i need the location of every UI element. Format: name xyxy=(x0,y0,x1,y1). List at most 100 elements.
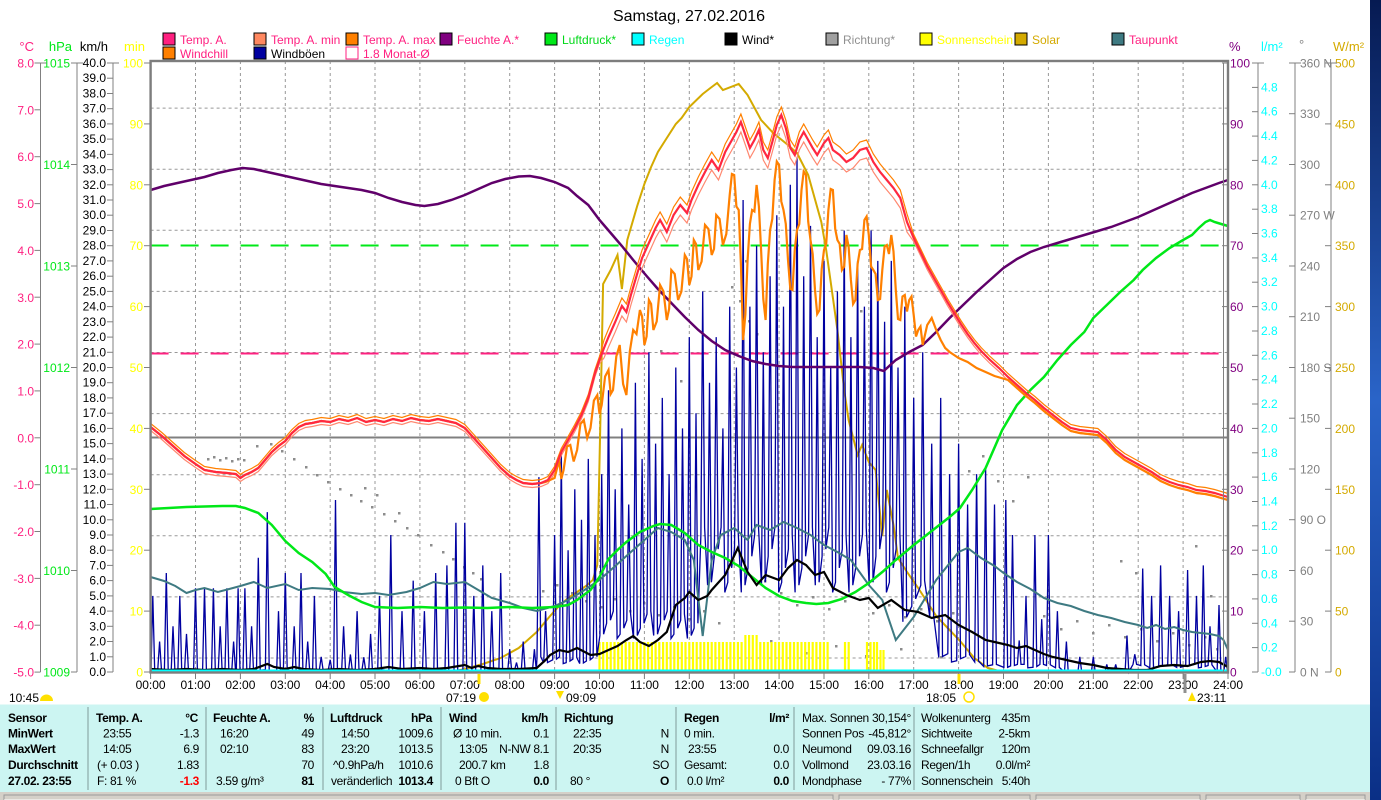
svg-text:4.2: 4.2 xyxy=(1261,153,1278,167)
svg-text:450: 450 xyxy=(1335,117,1355,131)
svg-text:20:35: 20:35 xyxy=(573,742,602,756)
svg-text:Windböen: Windböen xyxy=(271,47,325,61)
svg-text:W/m²: W/m² xyxy=(1333,39,1365,54)
svg-text:18.0: 18.0 xyxy=(83,391,107,405)
svg-text:11:00: 11:00 xyxy=(630,678,659,692)
svg-text:1.0: 1.0 xyxy=(1261,543,1278,557)
svg-text:300: 300 xyxy=(1300,158,1320,172)
svg-text:Gesamt:: Gesamt: xyxy=(684,758,727,772)
svg-text:50: 50 xyxy=(1335,605,1349,619)
svg-text:°C: °C xyxy=(19,39,34,54)
svg-text:16.0: 16.0 xyxy=(83,421,107,435)
svg-text:05:00: 05:00 xyxy=(360,678,390,692)
svg-text:13.0: 13.0 xyxy=(83,467,107,481)
svg-text:1012: 1012 xyxy=(43,361,70,375)
svg-text:l/m²: l/m² xyxy=(769,711,789,725)
svg-text:30: 30 xyxy=(130,483,144,497)
svg-text:13:05: 13:05 xyxy=(459,742,488,756)
svg-text:4.0: 4.0 xyxy=(1261,178,1278,192)
svg-text:23:55: 23:55 xyxy=(688,742,717,756)
svg-text:24.0: 24.0 xyxy=(83,300,107,314)
svg-text:Solar: Solar xyxy=(1032,33,1060,47)
svg-text:3.0: 3.0 xyxy=(17,291,34,305)
svg-text:2.0: 2.0 xyxy=(89,635,106,649)
svg-text:1.8 Monat-Ø: 1.8 Monat-Ø xyxy=(363,47,430,61)
svg-text:Sonnen Pos: Sonnen Pos xyxy=(802,727,864,741)
svg-text:22:00: 22:00 xyxy=(1123,678,1153,692)
svg-text:°C: °C xyxy=(185,711,198,725)
svg-text:25.0: 25.0 xyxy=(83,284,107,298)
svg-text:80 °: 80 ° xyxy=(570,774,591,788)
svg-text:-2.0: -2.0 xyxy=(13,525,34,539)
svg-text:13:00: 13:00 xyxy=(719,678,749,692)
svg-text:100: 100 xyxy=(123,57,143,71)
svg-text:0 N: 0 N xyxy=(1300,666,1319,680)
svg-text:1013: 1013 xyxy=(43,260,70,274)
svg-text:04:00: 04:00 xyxy=(315,678,345,692)
svg-text:1.4: 1.4 xyxy=(1261,495,1278,509)
svg-text:3.4: 3.4 xyxy=(1261,251,1278,265)
svg-text:Mondphase: Mondphase xyxy=(802,774,862,788)
svg-text:Taupunkt: Taupunkt xyxy=(1129,33,1178,47)
svg-text:l/m²: l/m² xyxy=(1261,39,1283,54)
svg-text:O: O xyxy=(660,774,669,788)
svg-text:1.8: 1.8 xyxy=(533,758,549,772)
svg-text:32.0: 32.0 xyxy=(83,178,107,192)
svg-text:16:20: 16:20 xyxy=(220,727,249,741)
svg-text:0 min.: 0 min. xyxy=(684,727,715,741)
svg-text:5.0: 5.0 xyxy=(89,589,106,603)
svg-text:23:11: 23:11 xyxy=(1197,691,1226,705)
svg-text:N: N xyxy=(661,727,669,741)
svg-text:hPa: hPa xyxy=(49,39,73,54)
svg-text:10: 10 xyxy=(1230,605,1244,619)
svg-text:0 Bft O: 0 Bft O xyxy=(455,774,490,788)
svg-text:300: 300 xyxy=(1335,300,1355,314)
svg-text:70: 70 xyxy=(301,758,314,772)
svg-text:1.0: 1.0 xyxy=(89,650,106,664)
svg-text:%: % xyxy=(1229,39,1241,54)
svg-text:0.0l/m²: 0.0l/m² xyxy=(996,758,1031,772)
svg-text:3.0: 3.0 xyxy=(89,619,106,633)
svg-text:8.0: 8.0 xyxy=(89,543,106,557)
svg-text:Ø 10 min.: Ø 10 min. xyxy=(453,727,502,741)
svg-text:12:00: 12:00 xyxy=(674,678,704,692)
svg-text:1011: 1011 xyxy=(44,463,70,477)
svg-text:50: 50 xyxy=(130,361,144,375)
svg-text:6.0: 6.0 xyxy=(17,150,34,164)
svg-text:330: 330 xyxy=(1300,107,1320,121)
svg-text:2.0: 2.0 xyxy=(17,338,34,352)
svg-text:4.4: 4.4 xyxy=(1261,129,1278,143)
svg-text:Sensor: Sensor xyxy=(8,711,47,725)
svg-text:Temp. A.: Temp. A. xyxy=(180,33,227,47)
svg-text:20.0: 20.0 xyxy=(83,361,107,375)
svg-text:5:40h: 5:40h xyxy=(1002,774,1030,788)
svg-text:-1.3: -1.3 xyxy=(180,727,200,741)
svg-text:Wind: Wind xyxy=(449,711,477,725)
svg-text:20: 20 xyxy=(1230,544,1244,558)
svg-text:Windchill: Windchill xyxy=(180,47,228,61)
svg-text:40.0: 40.0 xyxy=(83,56,107,70)
svg-text:0.0: 0.0 xyxy=(533,774,549,788)
svg-text:20:00: 20:00 xyxy=(1033,678,1063,692)
svg-text:37.0: 37.0 xyxy=(83,102,107,116)
svg-text:10.0: 10.0 xyxy=(83,513,107,527)
svg-text:Sonnenschein: Sonnenschein xyxy=(937,33,1013,47)
svg-text:6.9: 6.9 xyxy=(183,742,199,756)
svg-text:90: 90 xyxy=(1230,117,1244,131)
svg-text:4.0: 4.0 xyxy=(89,604,106,618)
svg-text:150: 150 xyxy=(1300,412,1320,426)
svg-text:4.8: 4.8 xyxy=(1261,80,1278,94)
svg-text:23:20: 23:20 xyxy=(341,742,370,756)
svg-text:2.8: 2.8 xyxy=(1261,324,1278,338)
svg-text:Luftdruck*: Luftdruck* xyxy=(562,33,616,47)
svg-text:4.6: 4.6 xyxy=(1261,105,1278,119)
svg-text:100: 100 xyxy=(1230,57,1250,71)
svg-text:20: 20 xyxy=(130,544,144,558)
svg-text:Temp. A.: Temp. A. xyxy=(96,711,143,725)
svg-text:100: 100 xyxy=(1335,544,1355,558)
svg-text:17.0: 17.0 xyxy=(83,406,107,420)
svg-text:9.0: 9.0 xyxy=(89,528,106,542)
svg-text:23:00: 23:00 xyxy=(1168,678,1198,692)
svg-text:Regen/1h: Regen/1h xyxy=(921,758,970,772)
svg-text:1.8: 1.8 xyxy=(1261,446,1278,460)
